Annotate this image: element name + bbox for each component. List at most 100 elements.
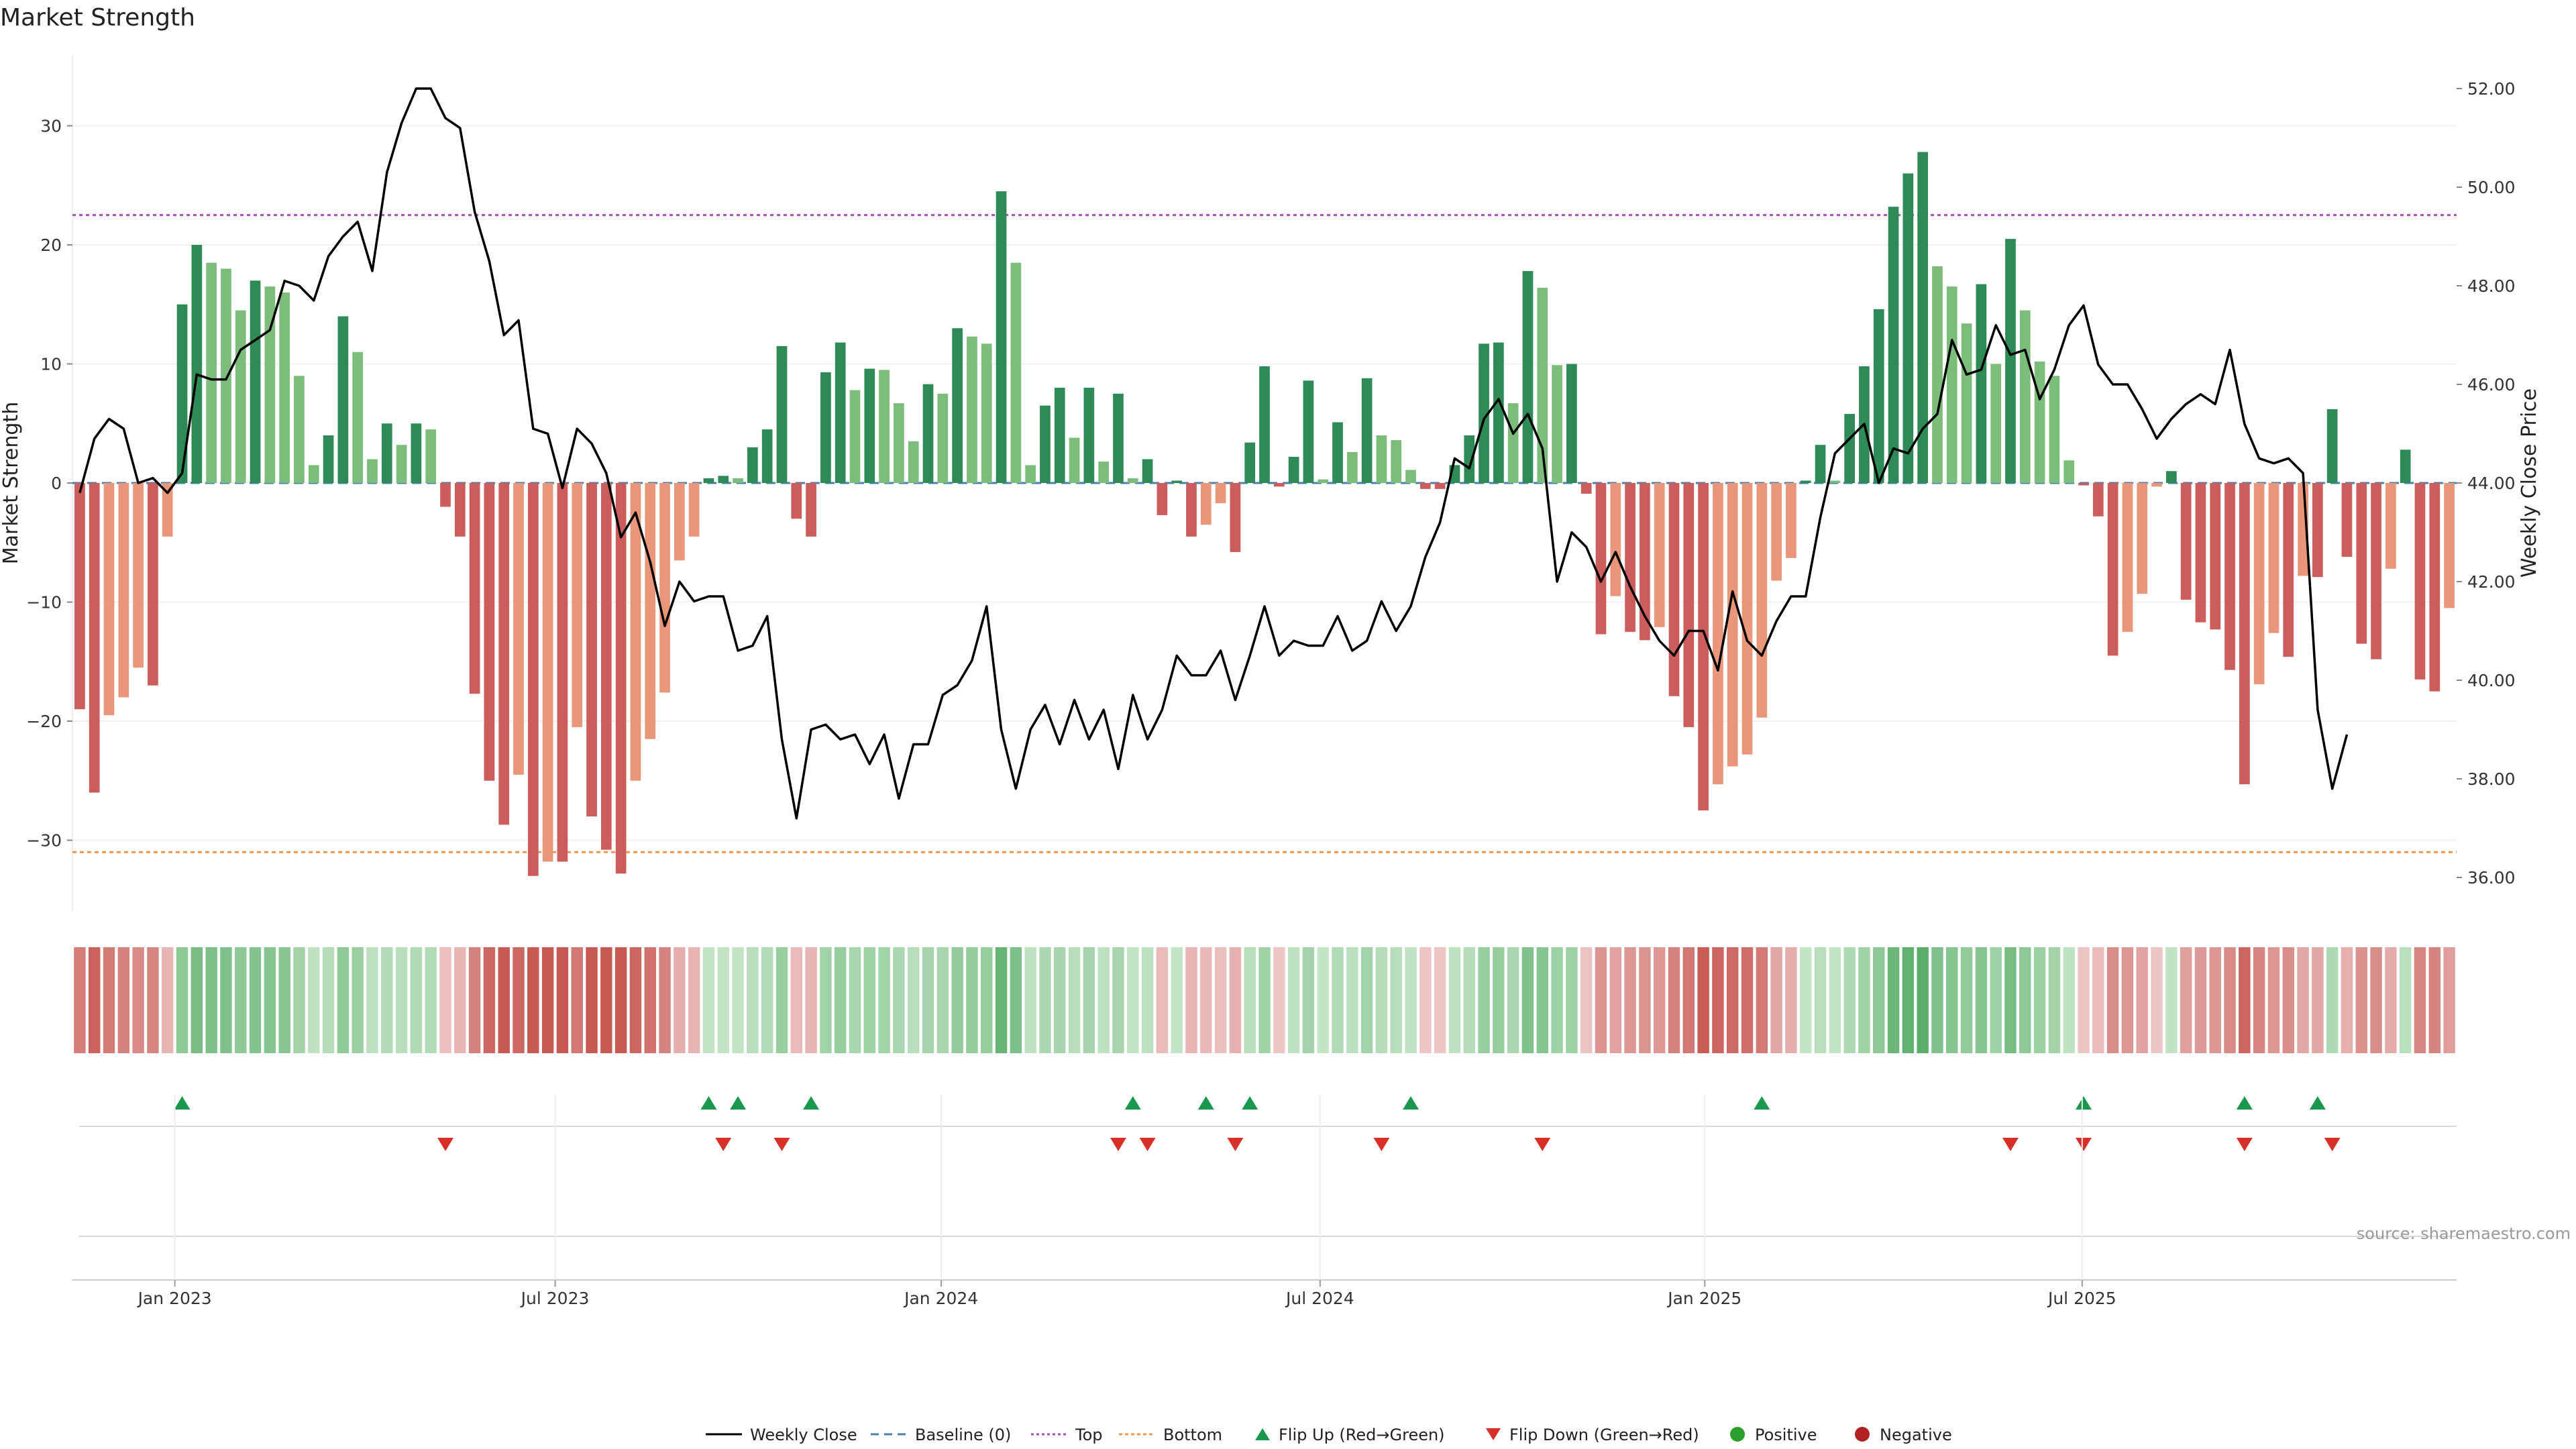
strength-bar bbox=[1741, 483, 1753, 755]
flip-up-marker bbox=[803, 1096, 820, 1110]
flip-up-marker bbox=[1242, 1096, 1258, 1110]
heat-cell bbox=[1448, 947, 1461, 1053]
strength-bar bbox=[1010, 262, 1022, 483]
strength-bar bbox=[250, 280, 261, 483]
strength-bar bbox=[2034, 361, 2045, 483]
heat-cell bbox=[483, 947, 496, 1053]
heat-cell bbox=[1551, 947, 1563, 1053]
heat-cell bbox=[1244, 947, 1256, 1053]
legend-dot-icon bbox=[1855, 1427, 1870, 1442]
y2-tick-label: 48.00 bbox=[2467, 276, 2516, 296]
heat-cell bbox=[1332, 947, 1344, 1053]
strength-bar bbox=[1391, 440, 1402, 483]
strength-bar bbox=[148, 483, 158, 686]
flip-up-marker bbox=[1197, 1096, 1214, 1110]
y-tick-label: 10 bbox=[40, 355, 62, 374]
strength-bar bbox=[1244, 442, 1256, 483]
x-tick-label: Jul 2023 bbox=[520, 1289, 590, 1308]
strength-bar bbox=[440, 483, 451, 507]
heat-cell bbox=[966, 947, 978, 1053]
flip-up-marker bbox=[174, 1096, 191, 1110]
flip-up-marker bbox=[1403, 1096, 1419, 1110]
strength-bars bbox=[74, 152, 2455, 876]
heat-cell bbox=[702, 947, 715, 1053]
flip-down-marker bbox=[773, 1138, 790, 1151]
heat-cell bbox=[2297, 947, 2309, 1053]
strength-bar bbox=[1083, 388, 1095, 483]
heat-cell bbox=[1521, 947, 1534, 1053]
strength-bar bbox=[2371, 483, 2381, 659]
strength-bar bbox=[1318, 479, 1329, 483]
heat-cell bbox=[103, 947, 115, 1053]
strength-bar bbox=[922, 384, 934, 483]
heat-cell bbox=[1171, 947, 1183, 1053]
strength-bar bbox=[1640, 483, 1650, 641]
heat-cell bbox=[1741, 947, 1754, 1053]
strength-bar bbox=[733, 478, 743, 483]
strength-bar bbox=[1990, 364, 2002, 483]
heat-cell bbox=[571, 947, 583, 1053]
heat-cell bbox=[541, 947, 554, 1053]
heat-cell bbox=[352, 947, 364, 1053]
heat-cell bbox=[468, 947, 481, 1053]
flip-down-marker bbox=[1373, 1138, 1390, 1151]
strength-bar bbox=[1200, 483, 1212, 525]
y2-tick-label: 38.00 bbox=[2467, 769, 2516, 789]
heat-cell bbox=[1068, 947, 1081, 1053]
heat-cell bbox=[2399, 947, 2412, 1053]
heat-cell bbox=[1302, 947, 1315, 1053]
heat-cell bbox=[995, 947, 1008, 1053]
strength-bar bbox=[1157, 483, 1168, 515]
heat-cell bbox=[1639, 947, 1651, 1053]
heat-cell bbox=[1185, 947, 1197, 1053]
y-tick-label: −20 bbox=[26, 712, 62, 731]
heat-cell bbox=[2004, 947, 2017, 1053]
strength-bar bbox=[557, 483, 568, 862]
heat-cell bbox=[936, 947, 949, 1053]
heat-cell bbox=[1258, 947, 1271, 1053]
weekly-close-line bbox=[78, 87, 2349, 820]
heat-cell bbox=[74, 947, 86, 1053]
strength-bar bbox=[586, 483, 597, 816]
heat-cell bbox=[1595, 947, 1607, 1053]
strength-bar bbox=[572, 483, 583, 727]
heat-cell bbox=[600, 947, 612, 1053]
heat-cell bbox=[1829, 947, 1841, 1053]
strength-bar bbox=[1273, 483, 1285, 487]
strength-bar bbox=[2429, 483, 2440, 692]
heat-cell bbox=[1785, 947, 1797, 1053]
strength-bar bbox=[718, 476, 729, 483]
heat-cell bbox=[2282, 947, 2294, 1053]
strength-bar bbox=[1303, 380, 1314, 483]
strength-bar bbox=[1127, 478, 1138, 483]
strength-bar bbox=[791, 483, 802, 519]
flip-down-marker bbox=[1139, 1138, 1156, 1151]
heat-cell bbox=[1624, 947, 1636, 1053]
y2-tick-label: 36.00 bbox=[2467, 868, 2516, 888]
heat-cell bbox=[1493, 947, 1505, 1053]
strength-bar bbox=[542, 483, 553, 862]
heat-cell bbox=[775, 947, 788, 1053]
strength-bar bbox=[2049, 376, 2060, 483]
heat-cell bbox=[863, 947, 876, 1053]
heat-cell bbox=[1887, 947, 1900, 1053]
heat-cell bbox=[1419, 947, 1432, 1053]
heat-cell bbox=[381, 947, 393, 1053]
heat-cell bbox=[1580, 947, 1593, 1053]
heat-cell bbox=[162, 947, 174, 1053]
strength-bar bbox=[1522, 271, 1534, 483]
heat-cell bbox=[88, 947, 101, 1053]
heat-cell bbox=[556, 947, 569, 1053]
x-tick-label: Jan 2024 bbox=[903, 1289, 978, 1308]
strength-bar bbox=[996, 191, 1007, 483]
strength-bar bbox=[2063, 460, 2075, 483]
strength-bar bbox=[2444, 483, 2455, 608]
strength-bar bbox=[1346, 451, 1358, 483]
strength-bar bbox=[425, 429, 437, 483]
heat-cell bbox=[2209, 947, 2221, 1053]
heat-cell bbox=[688, 947, 700, 1053]
strength-bar bbox=[1713, 483, 1723, 785]
heat-cell bbox=[1917, 947, 1929, 1053]
heat-cell bbox=[2341, 947, 2353, 1053]
strength-bar bbox=[1552, 365, 1562, 483]
